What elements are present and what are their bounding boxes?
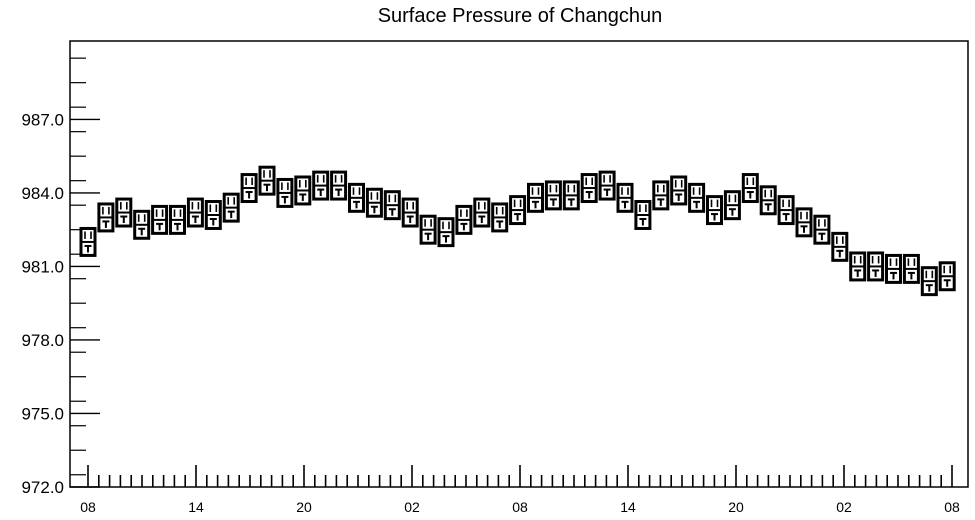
- box-mark: [419, 214, 437, 245]
- box-mark: [544, 180, 562, 211]
- box-mark: [777, 195, 795, 226]
- box-mark: [920, 266, 938, 297]
- y-tick-label: 984.0: [21, 184, 64, 203]
- box-mark: [598, 170, 616, 201]
- y-tick-label: 981.0: [21, 257, 64, 276]
- y-tick-label: 975.0: [21, 404, 64, 423]
- box-mark: [867, 251, 885, 282]
- y-tick-label: 972.0: [21, 478, 64, 497]
- box-mark: [79, 226, 97, 257]
- box-mark: [652, 180, 670, 211]
- box-mark: [437, 217, 455, 248]
- box-mark: [348, 182, 365, 213]
- box-mark: [795, 207, 813, 238]
- box-mark: [849, 251, 867, 282]
- x-tick-label: 20: [296, 499, 312, 515]
- chart-title: Surface Pressure of Changchun: [378, 5, 663, 27]
- box-mark: [813, 214, 831, 245]
- box-mark: [509, 195, 527, 226]
- box-mark: [276, 177, 294, 208]
- box-mark: [401, 197, 419, 228]
- box-mark: [634, 200, 652, 230]
- box-mark: [616, 182, 634, 213]
- box-mark: [741, 173, 759, 204]
- box-mark: [759, 185, 777, 216]
- y-axis: 972.0 975.0 978.0 981.0 984.0 987.0: [21, 57, 100, 497]
- box-mark: [330, 170, 348, 201]
- box-mark: [473, 197, 491, 228]
- x-tick-label: 08: [512, 499, 528, 515]
- x-tick-label: 14: [188, 499, 204, 515]
- box-mark: [455, 204, 473, 235]
- box-mark: [670, 175, 688, 206]
- box-mark: [294, 175, 312, 206]
- x-tick-label: 02: [836, 499, 852, 515]
- box-mark: [902, 253, 920, 284]
- box-mark: [706, 195, 723, 226]
- box-mark: [491, 202, 509, 233]
- x-tick-label: 02: [404, 499, 420, 515]
- box-mark: [723, 190, 741, 221]
- box-mark: [365, 187, 383, 218]
- box-mark: [186, 197, 204, 228]
- y-tick-label: 978.0: [21, 331, 64, 350]
- box-mark: [240, 173, 258, 204]
- plot-frame: [69, 40, 969, 488]
- x-tick-label: 08: [80, 499, 96, 515]
- box-mark: [938, 261, 956, 292]
- box-mark: [562, 180, 580, 211]
- box-mark: [580, 173, 598, 204]
- box-mark: [688, 182, 706, 213]
- box-mark: [383, 190, 401, 221]
- box-mark: [885, 253, 902, 284]
- box-mark: [831, 231, 849, 262]
- x-tick-label: 14: [620, 499, 636, 515]
- box-mark: [312, 170, 330, 201]
- box-mark: [258, 165, 276, 196]
- box-mark: [169, 204, 186, 235]
- box-mark: [97, 202, 115, 233]
- y-tick-label: 987.0: [21, 110, 64, 129]
- box-mark: [151, 204, 169, 235]
- x-tick-label: 20: [728, 499, 744, 515]
- box-mark: [222, 192, 240, 223]
- box-mark: [115, 197, 133, 228]
- box-mark: [133, 209, 151, 240]
- x-axis: 08 14 20 02 08 14 20 02 08: [80, 465, 960, 515]
- box-mark: [527, 182, 544, 213]
- box-series: [79, 165, 956, 297]
- box-mark: [204, 200, 222, 230]
- x-tick-label: 08: [944, 499, 960, 515]
